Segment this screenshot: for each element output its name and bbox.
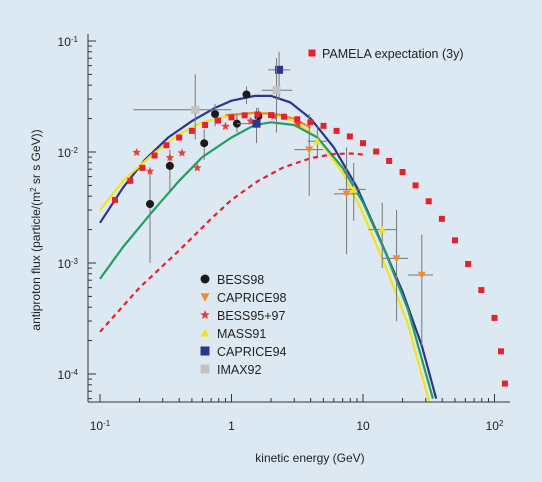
point-pamela <box>215 117 222 124</box>
point-pamela <box>202 122 209 129</box>
legend-label-caprice94: CAPRICE94 <box>217 345 287 359</box>
series-caprice94 <box>236 51 291 144</box>
point-pamela <box>127 177 134 184</box>
point-bess98 <box>211 109 220 118</box>
point-mass91 <box>313 137 322 145</box>
point-pamela <box>228 114 235 121</box>
point-pamela <box>412 182 419 189</box>
x-tick-label: 1 <box>228 419 235 433</box>
axes: 10-1 10-2 10-3 10-4 10-1 1 10 102 <box>58 34 510 433</box>
point-pamela <box>438 215 445 222</box>
point-pamela <box>425 198 432 205</box>
point-pamela <box>320 122 327 129</box>
legend-marker-mass91 <box>200 328 210 337</box>
y-tick-label: 10-2 <box>58 146 79 161</box>
point-pamela <box>254 111 261 118</box>
point-pamela <box>452 237 459 244</box>
legend-marker-pamela <box>308 49 316 57</box>
point-caprice98 <box>305 146 314 154</box>
legend-marker-caprice98 <box>200 293 210 302</box>
point-bess98 <box>242 90 251 99</box>
y-axis-label-post: sr s GeV)) <box>29 129 43 187</box>
point-pamela <box>465 260 472 267</box>
curve_yellow <box>99 111 431 404</box>
point-pamela <box>501 380 508 387</box>
data-points <box>111 51 508 387</box>
point-pamela <box>268 112 275 119</box>
y-tick-label: 10-4 <box>58 368 79 383</box>
point-bess9597 <box>165 153 175 162</box>
point-pamela <box>294 116 301 123</box>
point-caprice98 <box>417 271 426 279</box>
series-mass91 <box>307 126 397 269</box>
point-imax92 <box>191 105 200 114</box>
point-caprice94 <box>252 119 261 128</box>
point-imax92 <box>272 86 281 95</box>
point-bess9597 <box>132 148 141 157</box>
point-pamela <box>478 287 485 294</box>
point-pamela <box>281 113 288 120</box>
point-caprice94 <box>275 65 284 74</box>
legend-label-mass91: MASS91 <box>217 327 266 341</box>
point-pamela <box>151 152 158 159</box>
point-bess98 <box>200 139 209 148</box>
x-tick-label: 10 <box>356 419 370 433</box>
legend-marker-imax92 <box>200 364 210 374</box>
legend-label-pamela: PAMELA expectation (3y) <box>322 47 464 61</box>
x-tick-label: 102 <box>486 419 504 434</box>
series-pamela <box>111 111 508 387</box>
legend-label-bess98: BESS98 <box>217 273 264 287</box>
legend-label-caprice98: CAPRICE98 <box>217 291 287 305</box>
point-pamela <box>111 196 118 203</box>
point-pamela <box>373 148 380 155</box>
point-pamela <box>497 348 504 355</box>
point-bess9597 <box>193 163 202 172</box>
legend-marker-caprice94 <box>200 346 210 356</box>
legend-marker-bess9597 <box>200 310 210 319</box>
y-tick-label: 10-3 <box>58 257 79 272</box>
point-pamela <box>360 140 366 147</box>
point-pamela <box>176 134 183 141</box>
y-tick-label: 10-1 <box>58 35 79 50</box>
point-pamela <box>346 133 353 140</box>
legend-label-bess9597: BESS95+97 <box>217 309 286 323</box>
point-bess9597 <box>293 119 303 128</box>
point-caprice98 <box>392 255 401 263</box>
series-caprice98 <box>294 113 433 346</box>
point-bess9597 <box>221 121 230 131</box>
point-pamela <box>139 164 146 171</box>
point-mass91 <box>349 185 358 193</box>
point-caprice98 <box>342 190 351 198</box>
point-pamela <box>241 112 248 119</box>
point-pamela <box>491 314 498 321</box>
point-bess9597 <box>177 148 187 157</box>
point-pamela <box>386 157 393 164</box>
y-axis-label-pre: antiproton flux (particle/(m <box>29 192 43 331</box>
x-tick-label: 10-1 <box>90 419 111 434</box>
point-pamela <box>163 142 170 149</box>
series-imax92 <box>133 58 293 140</box>
point-pamela <box>333 127 340 134</box>
x-axis-label: kinetic energy (GeV) <box>255 451 364 465</box>
point-bess9597 <box>145 166 155 175</box>
point-pamela <box>307 119 314 126</box>
legend-label-imax92: IMAX92 <box>217 363 262 377</box>
y-axis-label-sup: 2 <box>29 187 38 192</box>
point-pamela <box>188 127 195 134</box>
curve_red_dashed <box>99 152 364 333</box>
legend-marker-bess98 <box>200 274 210 284</box>
point-bess98 <box>165 161 174 170</box>
point-mass91 <box>378 225 387 233</box>
y-axis-label: antiproton flux (particle/(m2 sr s GeV)) <box>29 129 44 330</box>
curve_green <box>99 121 434 399</box>
point-pamela <box>399 169 406 176</box>
legend: BESS98 CAPRICE98 BESS95+97 MASS91 CAPRICE94 I… <box>200 47 464 377</box>
point-bess98 <box>145 200 154 209</box>
